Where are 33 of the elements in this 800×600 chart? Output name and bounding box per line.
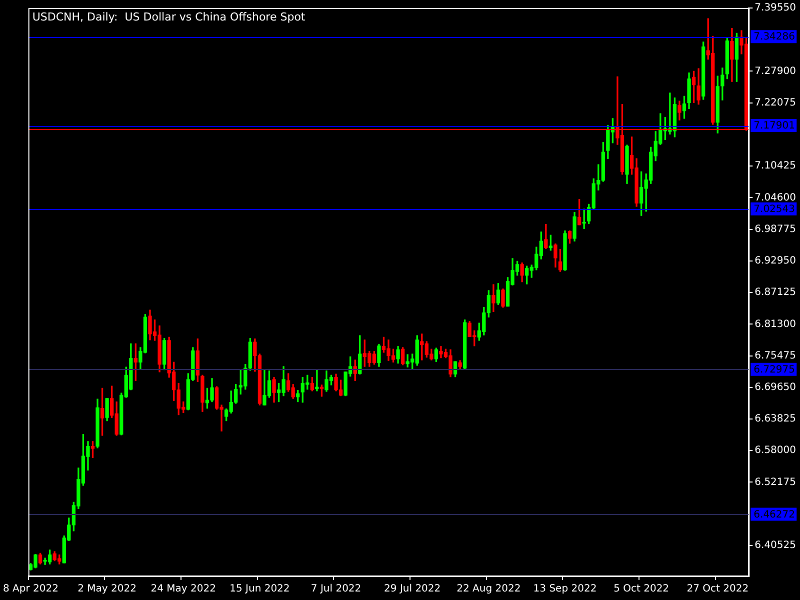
x-tick-label: 5 Oct 2022: [614, 584, 670, 595]
y-tick-label: 6.58000: [754, 445, 796, 456]
chart-title: USDCNH, Daily: US Dollar vs China Offshore Spot: [32, 10, 306, 24]
y-tick-label: 6.98775: [754, 224, 796, 235]
y-tick-label: 7.10425: [754, 160, 796, 172]
y-tick-label: 6.40525: [754, 540, 796, 552]
candlestick: [315, 370, 319, 392]
ref-line-label: 7.02543: [754, 204, 796, 215]
y-tick-label: 6.92950: [754, 256, 796, 267]
x-tick-label: 8 Apr 2022: [3, 584, 58, 595]
x-tick-label: 24 May 2022: [150, 584, 216, 595]
ref-line-label: 6.72975: [754, 364, 796, 376]
y-tick-label: 6.87125: [754, 287, 796, 298]
x-tick-label: 15 Jun 2022: [230, 584, 290, 595]
ref-line-label: 7.34286: [754, 32, 796, 43]
x-tick-label: 27 Oct 2022: [686, 584, 749, 595]
y-tick-label: 6.63825: [754, 414, 796, 425]
y-tick-label: 7.22075: [754, 97, 796, 108]
ref-line-label: 7.17901: [754, 120, 796, 132]
ref-line-label: 6.46272: [754, 509, 796, 520]
y-tick-label: 6.81300: [754, 318, 796, 330]
x-tick-label: 22 Aug 2022: [456, 584, 521, 595]
y-tick-label: 7.04600: [754, 192, 796, 204]
y-tick-label: 6.52175: [754, 476, 796, 488]
x-tick-label: 13 Sep 2022: [533, 584, 597, 595]
x-tick-label: 7 Jul 2022: [310, 584, 362, 595]
x-tick-label: 2 May 2022: [78, 584, 136, 595]
y-tick-label: 6.69650: [754, 382, 796, 393]
y-tick-label: 7.39550: [754, 2, 796, 14]
candlestick: [582, 208, 586, 229]
x-tick-label: 29 Jul 2022: [384, 584, 441, 595]
y-tick-label: 6.75475: [754, 350, 796, 362]
y-tick-label: 7.27900: [754, 66, 796, 77]
